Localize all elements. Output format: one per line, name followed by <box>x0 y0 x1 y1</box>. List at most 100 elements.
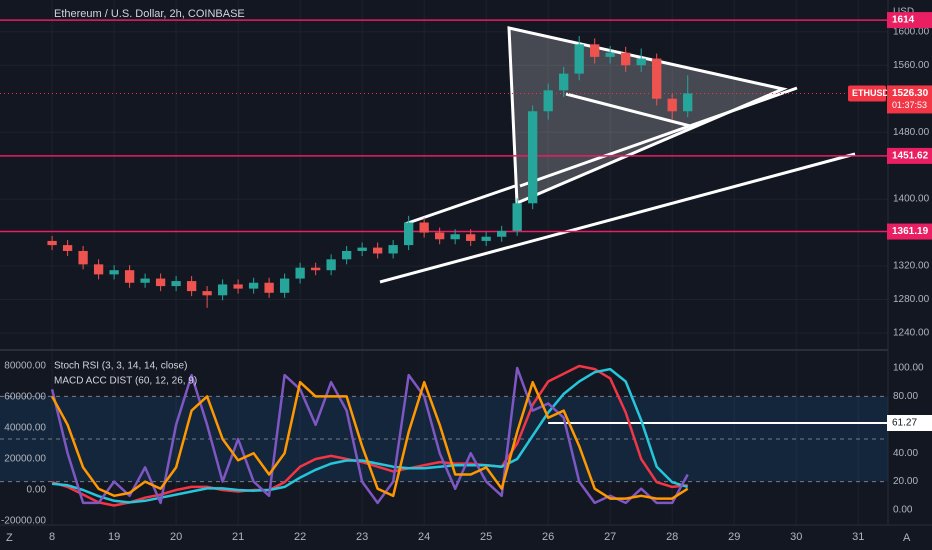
y-tick-label: 1560.00 <box>893 60 930 71</box>
candle-body <box>559 73 569 91</box>
y2-tick-label: 20000.00 <box>4 454 46 465</box>
candle-body <box>62 245 73 251</box>
symbol-box <box>848 85 886 102</box>
candle-body <box>279 278 290 293</box>
candle-body <box>233 284 243 289</box>
y-tick-label: 80.00 <box>893 391 918 402</box>
x-tick-label: 25 <box>480 531 492 543</box>
candle-body <box>574 44 584 74</box>
candle-body <box>419 222 429 233</box>
y-tick-label: 40.00 <box>893 448 918 459</box>
candle-body <box>202 291 212 296</box>
current-label: 61.27 <box>892 418 917 429</box>
grid <box>0 0 888 525</box>
x-tick-label: 20 <box>170 531 182 543</box>
candle-body <box>109 270 119 275</box>
logo-icon[interactable]: Z <box>6 532 13 544</box>
candle-body <box>590 44 600 57</box>
last-price-label: 1526.30 <box>892 88 929 99</box>
settings-icon[interactable]: A <box>903 532 911 544</box>
candle-body <box>543 90 553 112</box>
x-tick-label: 23 <box>356 531 368 543</box>
x-tick-label: 30 <box>790 531 802 543</box>
candle-body <box>357 247 367 251</box>
marks <box>0 19 888 507</box>
y-tick-label: 1320.00 <box>893 261 930 272</box>
y-tick-label: 20.00 <box>893 476 918 487</box>
x-tick-label: 29 <box>728 531 740 543</box>
candle-body <box>404 222 414 246</box>
series-line <box>50 366 689 505</box>
last-price-box <box>887 85 932 114</box>
candle-body <box>388 245 398 254</box>
candle-body <box>481 236 491 241</box>
symbol-label: ETHUSD <box>852 88 890 98</box>
countdown: 01:37:53 <box>892 100 927 110</box>
x-tick-label: 19 <box>108 531 120 543</box>
trend-line <box>565 92 695 129</box>
candle-body <box>124 270 135 283</box>
candle-body <box>186 281 197 292</box>
x-tick-label: 24 <box>418 531 430 543</box>
y2-tick-label: 80000.00 <box>4 361 46 372</box>
candle-body <box>497 230 507 237</box>
x-tick-label: 26 <box>542 531 554 543</box>
x-tick-label: 21 <box>232 531 244 543</box>
x-tick-label: 22 <box>294 531 306 543</box>
indicator-title: Stoch RSI (3, 3, 14, 14, close) <box>54 361 187 372</box>
trend-line <box>519 86 798 188</box>
x-tick-label: 28 <box>666 531 678 543</box>
chart-title: Ethereum / U.S. Dollar, 2h, COINBASE <box>54 8 245 20</box>
y2-tick-label: 0.00 <box>27 485 47 496</box>
candle-body <box>171 281 181 287</box>
level-label-box <box>887 147 932 164</box>
current-box <box>887 415 932 432</box>
candle-body <box>140 278 150 283</box>
candle-body <box>341 250 352 260</box>
y-tick-label: 1240.00 <box>893 328 930 339</box>
x-tick-label: 8 <box>49 531 55 543</box>
series-line <box>51 380 689 500</box>
trend-line <box>379 152 856 284</box>
candle-body <box>621 52 631 66</box>
level-label-box <box>887 223 932 240</box>
level-label: 1361.19 <box>892 226 929 237</box>
x-tick-label: 31 <box>852 531 864 543</box>
candle-body <box>372 247 383 254</box>
candle-body <box>435 232 445 240</box>
candle-body <box>217 284 228 296</box>
y-tick-label: 100.00 <box>893 363 924 374</box>
candle-body <box>295 267 305 279</box>
x-tick-label: 27 <box>604 531 616 543</box>
candle-body <box>605 52 615 57</box>
y2-tick-label: 40000.00 <box>4 423 46 434</box>
y-tick-label: 1400.00 <box>893 194 930 205</box>
candle-body <box>78 250 88 265</box>
candle-body <box>93 264 104 275</box>
candle-body <box>512 203 522 231</box>
candle-body <box>528 111 538 204</box>
y-tick-label: 1600.00 <box>893 26 930 37</box>
level-label-box <box>887 12 932 29</box>
candle-body <box>652 58 662 99</box>
level-label: 1614 <box>892 15 915 26</box>
trend-line <box>404 184 516 226</box>
candle-body <box>636 58 646 66</box>
candle-body <box>450 234 460 240</box>
candle-body <box>248 282 259 289</box>
y-tick-label: 0.00 <box>893 505 913 516</box>
candle-body <box>47 240 57 246</box>
y-tick-label: 1280.00 <box>893 294 930 305</box>
candle-body <box>683 93 693 112</box>
y-tick-label: 1480.00 <box>893 127 930 138</box>
candle-body <box>326 259 336 271</box>
candle-body <box>466 234 476 241</box>
level-label: 1451.62 <box>892 151 929 162</box>
y2-tick-label: -20000.00 <box>1 516 46 527</box>
labels: 1600.00 1560.00 1480.00 1400.00 1320.00 1280.… <box>1 12 932 543</box>
y2-tick-label: 60000.00 <box>4 392 46 403</box>
candle-body <box>155 278 166 287</box>
indicator-title: MACD ACC DIST (60, 12, 26, 9) <box>54 376 197 387</box>
candle-body <box>667 98 677 112</box>
